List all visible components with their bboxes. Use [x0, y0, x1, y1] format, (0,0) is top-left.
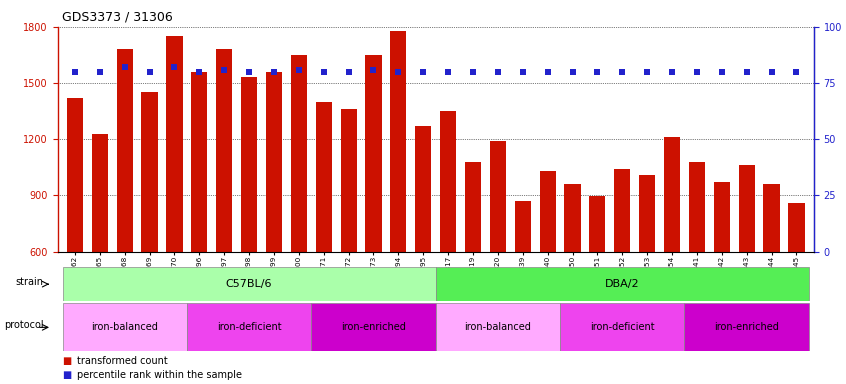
Bar: [167, 36, 183, 252]
Point: [566, 69, 580, 75]
Bar: [63, 303, 187, 351]
Bar: [191, 72, 207, 252]
Bar: [440, 111, 456, 252]
Bar: [91, 134, 108, 252]
Point: [591, 69, 604, 75]
Bar: [365, 55, 382, 252]
Bar: [689, 162, 705, 252]
Text: percentile rank within the sample: percentile rank within the sample: [77, 370, 242, 380]
Bar: [564, 184, 580, 252]
Point: [267, 69, 281, 75]
Text: iron-enriched: iron-enriched: [341, 322, 406, 333]
Point: [366, 66, 380, 73]
Point: [317, 69, 331, 75]
Bar: [590, 196, 606, 252]
Bar: [341, 109, 357, 252]
Bar: [490, 141, 506, 252]
Point: [789, 69, 803, 75]
Point: [193, 69, 206, 75]
Point: [342, 69, 355, 75]
Text: iron-enriched: iron-enriched: [714, 322, 779, 333]
Text: ■: ■: [62, 356, 71, 366]
Bar: [614, 169, 630, 252]
Point: [690, 69, 704, 75]
Text: iron-deficient: iron-deficient: [590, 322, 655, 333]
Bar: [241, 78, 257, 252]
Bar: [67, 98, 83, 252]
Point: [118, 64, 131, 70]
Point: [516, 69, 530, 75]
Text: iron-balanced: iron-balanced: [91, 322, 158, 333]
Bar: [436, 303, 560, 351]
Bar: [216, 49, 233, 252]
Bar: [187, 303, 311, 351]
Point: [765, 69, 778, 75]
Bar: [291, 55, 307, 252]
Bar: [316, 102, 332, 252]
Point: [217, 66, 231, 73]
Point: [242, 69, 255, 75]
Text: DBA/2: DBA/2: [605, 279, 640, 289]
Text: protocol: protocol: [4, 320, 43, 330]
Bar: [788, 203, 805, 252]
Text: transformed count: transformed count: [77, 356, 168, 366]
Bar: [117, 49, 133, 252]
Point: [715, 69, 728, 75]
Bar: [714, 182, 730, 252]
Text: iron-deficient: iron-deficient: [217, 322, 282, 333]
Bar: [739, 166, 755, 252]
Point: [492, 69, 505, 75]
Bar: [141, 93, 157, 252]
Point: [616, 69, 629, 75]
Bar: [311, 303, 436, 351]
Bar: [664, 137, 680, 252]
Bar: [266, 72, 282, 252]
Bar: [390, 31, 406, 252]
Point: [541, 69, 554, 75]
Text: C57BL/6: C57BL/6: [226, 279, 272, 289]
Point: [442, 69, 455, 75]
Bar: [684, 303, 809, 351]
Point: [665, 69, 678, 75]
Point: [740, 69, 754, 75]
Bar: [63, 267, 436, 301]
Point: [292, 66, 305, 73]
Point: [416, 69, 430, 75]
Point: [640, 69, 654, 75]
Text: iron-balanced: iron-balanced: [464, 322, 531, 333]
Bar: [415, 126, 431, 252]
Text: strain: strain: [15, 277, 43, 288]
Point: [168, 64, 181, 70]
Bar: [560, 303, 684, 351]
Text: GDS3373 / 31306: GDS3373 / 31306: [62, 10, 173, 23]
Point: [466, 69, 480, 75]
Point: [69, 69, 82, 75]
Point: [143, 69, 157, 75]
Point: [93, 69, 107, 75]
Bar: [465, 162, 481, 252]
Bar: [540, 171, 556, 252]
Bar: [514, 201, 530, 252]
Text: ■: ■: [62, 370, 71, 380]
Bar: [763, 184, 780, 252]
Point: [392, 69, 405, 75]
Bar: [436, 267, 809, 301]
Bar: [639, 175, 656, 252]
